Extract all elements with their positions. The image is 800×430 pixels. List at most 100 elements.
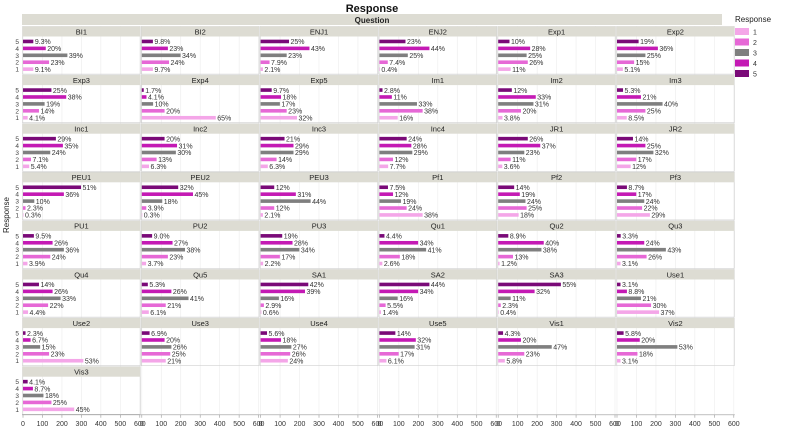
panel-header: [497, 220, 616, 231]
bar: [498, 310, 499, 314]
x-tick-label: 300: [670, 421, 682, 428]
panel-sa2: SA2 44%34% 16%5.5%1.4%: [378, 269, 497, 318]
panel-title: Use5: [429, 319, 447, 328]
bar-label: 16%: [280, 296, 294, 303]
bar-label: 36%: [65, 247, 79, 254]
bar: [498, 206, 527, 210]
bar-label: 12%: [395, 157, 409, 164]
bar: [141, 247, 186, 252]
bar-label: 3.1%: [622, 358, 638, 365]
bar-label: 6.3%: [269, 164, 285, 171]
bar: [141, 338, 165, 342]
y-tick-label: 2: [15, 400, 19, 407]
bar: [141, 136, 165, 141]
panel-header: [378, 75, 497, 86]
bar-label: 40%: [545, 240, 559, 247]
bar: [23, 46, 46, 51]
panel-title: SA3: [550, 270, 564, 279]
bar: [498, 247, 542, 252]
bar-label: 9.8%: [154, 39, 170, 46]
bar: [141, 102, 154, 106]
bar: [260, 247, 300, 252]
y-tick-label: 5: [15, 282, 19, 289]
bar: [260, 88, 272, 92]
bar: [23, 282, 39, 287]
bar: [260, 345, 292, 349]
bar-label: 24%: [646, 240, 660, 247]
bar-label: 33%: [62, 296, 76, 303]
y-tick-label: 1: [15, 358, 19, 365]
bar-label: 27%: [293, 345, 307, 352]
bar-label: 19%: [521, 192, 535, 199]
bar: [23, 53, 68, 58]
bar-label: 39%: [306, 289, 320, 296]
bar: [141, 53, 181, 58]
bar-label: 0.4%: [381, 67, 397, 74]
bar: [141, 164, 150, 169]
bar: [23, 338, 31, 342]
bar-label: 11%: [512, 157, 526, 164]
bar-label: 29%: [651, 213, 665, 220]
x-tick-label: 0: [615, 421, 619, 428]
bar-label: 17%: [400, 352, 414, 359]
y-tick-label: 4: [15, 192, 19, 199]
panel-header: [260, 123, 378, 134]
x-tick-label: 500: [590, 421, 602, 428]
panel-header: [616, 123, 735, 134]
bar-label: 11%: [393, 95, 407, 102]
panel-qu1: Qu1 4.4% 34%41% 18%2.6%: [378, 220, 497, 269]
panel-title: SA2: [431, 270, 445, 279]
bar: [23, 303, 49, 308]
bar-label: 26%: [648, 254, 662, 261]
bar-label: 4.1%: [29, 115, 45, 122]
bar: [23, 109, 39, 113]
bar: [260, 67, 263, 71]
x-tick-label: 500: [352, 421, 364, 428]
bar: [379, 143, 412, 148]
bar: [498, 109, 521, 113]
panel-vis3: Vis3 4.1% 5 8.7% 4 18% 3 25% 2 45% 1: [15, 366, 141, 415]
bar-label: 1.2%: [501, 261, 517, 268]
bar: [141, 95, 147, 99]
bar: [617, 282, 621, 287]
bar: [141, 39, 153, 44]
panel-use2: Use2 2.3% 5 6.7% 4 15% 3 23% 2 53% 1: [15, 317, 141, 367]
bar-label: 17%: [638, 192, 652, 199]
bar: [260, 254, 280, 259]
panel-use1: Use1 3.1%8.8%21%30%37%: [616, 269, 735, 318]
bar: [617, 310, 660, 314]
y-tick-label: 3: [15, 393, 19, 400]
panel-header: [22, 366, 141, 377]
bar: [260, 157, 277, 162]
bar-label: 29%: [57, 136, 71, 143]
bar-label: 2.6%: [384, 261, 400, 268]
bar-label: 19%: [640, 39, 654, 46]
x-tick-label: 0: [21, 421, 25, 428]
panel-title: PEU2: [190, 173, 210, 182]
bar: [23, 234, 34, 238]
panel-title: Qu5: [193, 270, 207, 279]
bar: [379, 303, 386, 308]
bar: [379, 150, 413, 155]
bar-label: 34%: [182, 53, 196, 60]
panel-header: [497, 123, 616, 134]
x-tick-label: 100: [393, 421, 405, 428]
bar-label: 3.3%: [622, 234, 638, 241]
panel-enj2: ENJ2 23% 44% 25% 7.4%0.4%: [378, 26, 497, 75]
bar-label: 3.7%: [148, 261, 164, 268]
panel-title: JR1: [550, 125, 563, 134]
bar: [379, 164, 389, 169]
bar-label: 20%: [166, 338, 180, 345]
legend-swatch: [735, 59, 749, 67]
facet-header-band: [22, 14, 722, 25]
bar: [498, 102, 534, 106]
panel-im1: Im1 2.8%11% 33%38% 16%: [378, 74, 497, 123]
panel-header: [497, 75, 616, 86]
panel-title: ENJ1: [310, 27, 328, 36]
bar: [141, 115, 216, 120]
panel-im2: Im2 12% 33%31%20%3.8%: [497, 74, 616, 123]
x-tick-label: 100: [631, 421, 643, 428]
panel-title: Inc3: [312, 125, 326, 134]
bar-label: 26%: [529, 136, 543, 143]
bar: [23, 192, 64, 196]
